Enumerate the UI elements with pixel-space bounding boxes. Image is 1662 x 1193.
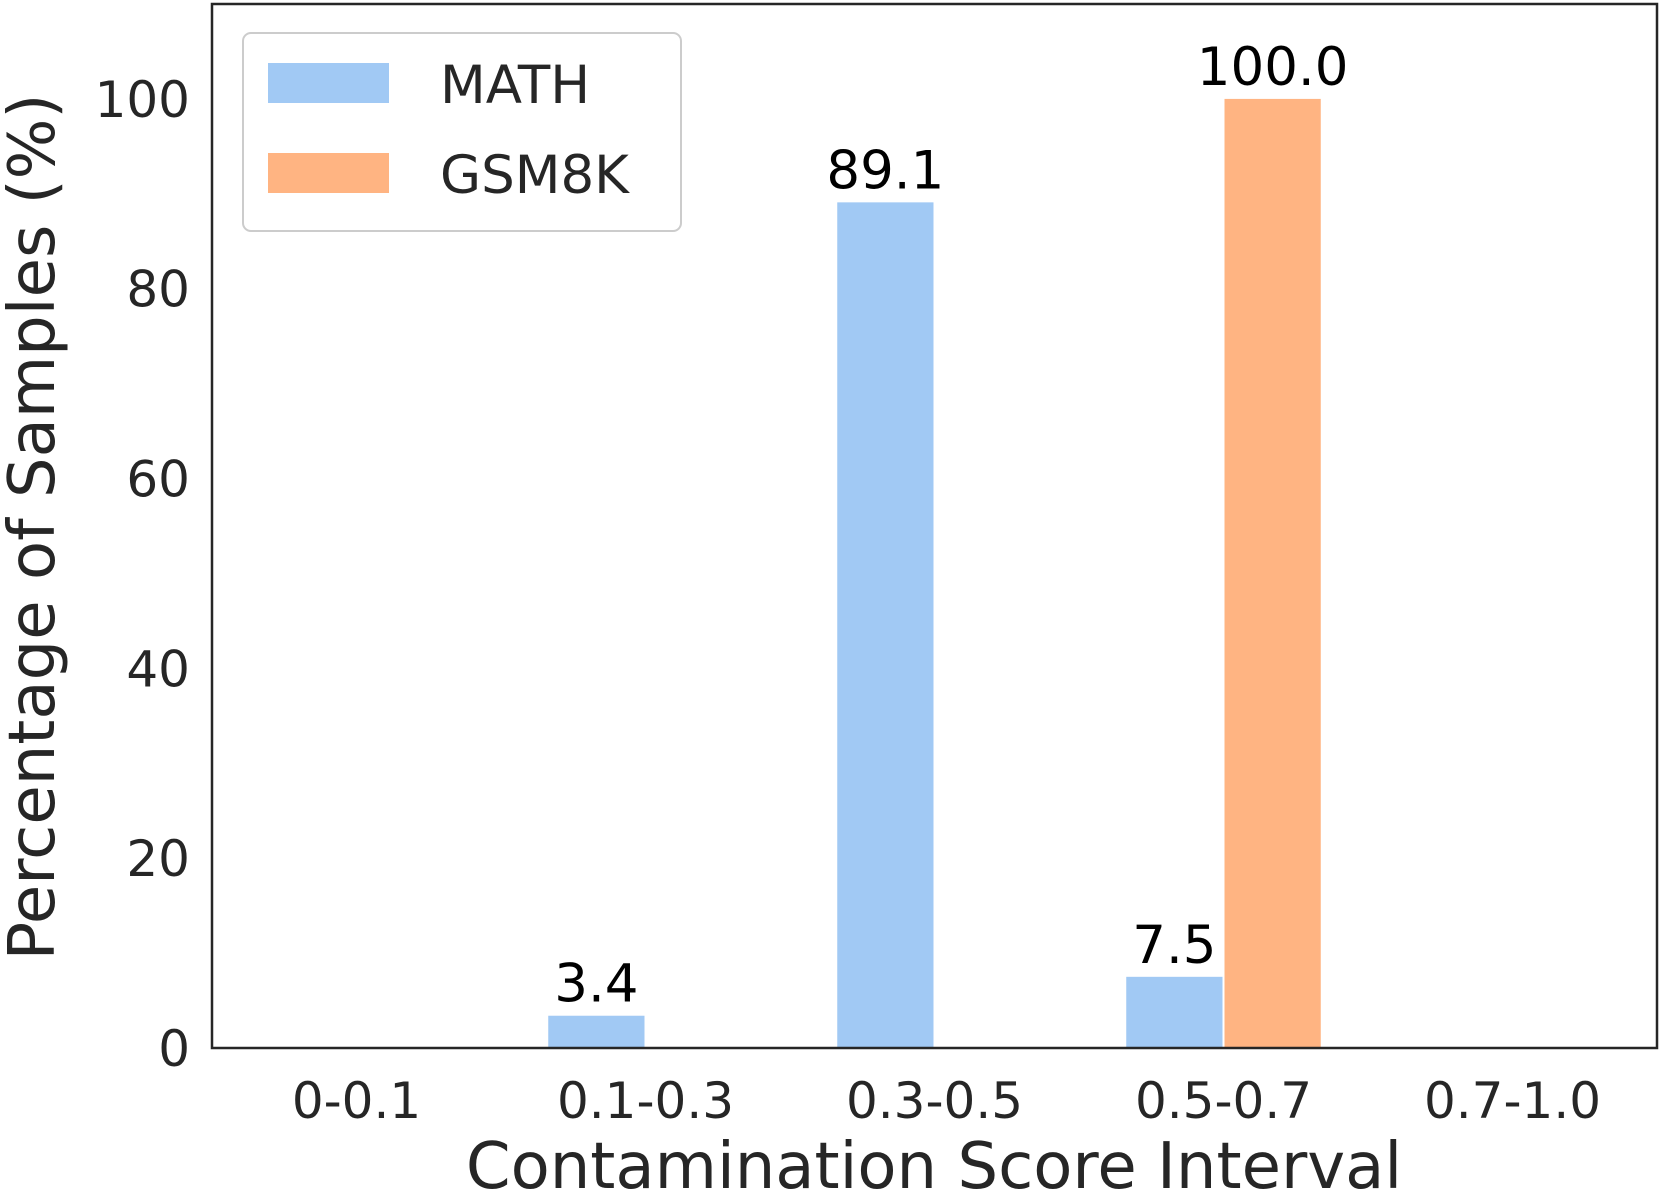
legend-swatch-gsm8k	[268, 153, 389, 193]
legend-label-gsm8k: GSM8K	[440, 145, 630, 206]
x-tick-label: 0-0.1	[292, 1072, 421, 1130]
bar-math-0.5-0.7	[1126, 976, 1223, 1048]
y-tick-label: 60	[126, 451, 190, 509]
y-axis-title: Percentage of Samples (%)	[0, 94, 70, 961]
y-tick-label: 0	[158, 1020, 190, 1078]
x-axis-title: Contamination Score Interval	[466, 1130, 1402, 1193]
data-label-math-0.1-0.3: 3.4	[554, 954, 638, 1015]
y-tick-label: 100	[95, 71, 190, 129]
bar-math-0.1-0.3	[548, 1015, 645, 1048]
data-label-math-0.5-0.7: 7.5	[1132, 915, 1216, 976]
y-tick-label: 20	[126, 830, 190, 888]
legend-swatch-math	[268, 63, 389, 103]
x-tick-label: 0.7-1.0	[1424, 1072, 1601, 1130]
y-tick-label: 40	[126, 640, 190, 698]
legend-label-math: MATH	[440, 55, 590, 116]
data-label-math-0.3-0.5: 89.1	[826, 140, 944, 201]
x-ticks-group: 0-0.1 0.1-0.3 0.3-0.5 0.5-0.7 0.7-1.0	[292, 1072, 1601, 1130]
plot-frame	[210, 2, 1659, 1050]
legend: MATH GSM8K	[242, 32, 682, 232]
y-tick-label: 80	[126, 261, 190, 319]
x-tick-label: 0.3-0.5	[846, 1072, 1023, 1130]
value-labels-group: 3.4 89.1 7.5 100.0	[554, 37, 1348, 1015]
bar-math-0.3-0.5	[837, 202, 934, 1049]
bars-group	[548, 98, 1321, 1049]
y-ticks-group: 0 20 40 60 80 100	[95, 71, 190, 1078]
x-tick-label: 0.5-0.7	[1135, 1072, 1312, 1130]
x-tick-label: 0.1-0.3	[557, 1072, 734, 1130]
bar-gsm8k-0.5-0.7	[1224, 98, 1321, 1049]
data-label-gsm8k-0.5-0.7: 100.0	[1197, 37, 1349, 98]
